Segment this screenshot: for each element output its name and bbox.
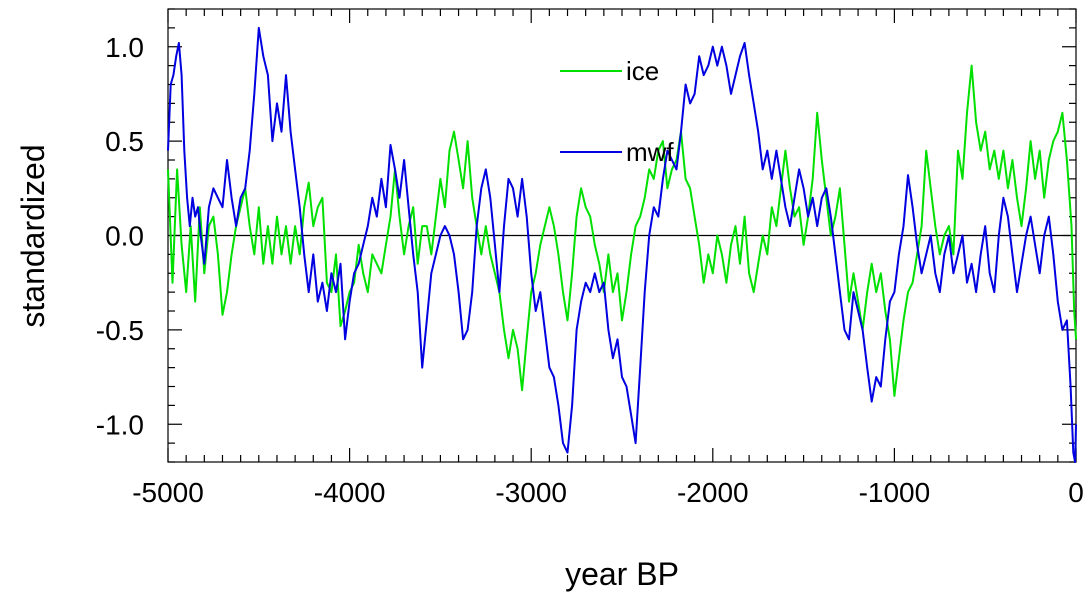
series-line-ice <box>167 64 1077 397</box>
y-tick-label: 1.0 <box>105 32 144 63</box>
x-axis-title: year BP <box>565 556 679 592</box>
x-axis: -5000 -4000 -3000 -2000 -1000 0 <box>132 9 1084 508</box>
legend-label-mwf: mwf <box>626 137 674 167</box>
y-tick-label: 0.0 <box>105 221 144 252</box>
y-tick-label: -0.5 <box>96 315 144 346</box>
series-layer <box>167 26 1077 463</box>
y-tick-label: 0.5 <box>105 126 144 157</box>
legend: ice mwf <box>560 56 674 167</box>
x-tick-label: -4000 <box>314 477 386 508</box>
y-tick-label: -1.0 <box>96 409 144 440</box>
x-tick-label: 0 <box>1068 477 1084 508</box>
x-tick-label: -2000 <box>677 477 749 508</box>
x-tick-label: -5000 <box>132 477 204 508</box>
legend-label-ice: ice <box>626 56 659 86</box>
x-tick-label: -3000 <box>495 477 567 508</box>
y-axis-title: standardized <box>15 144 51 327</box>
series-line-mwf <box>167 26 1077 463</box>
x-tick-label: -1000 <box>859 477 931 508</box>
y-axis: 1.0 0.5 0.0 -0.5 -1.0 <box>96 8 1076 463</box>
